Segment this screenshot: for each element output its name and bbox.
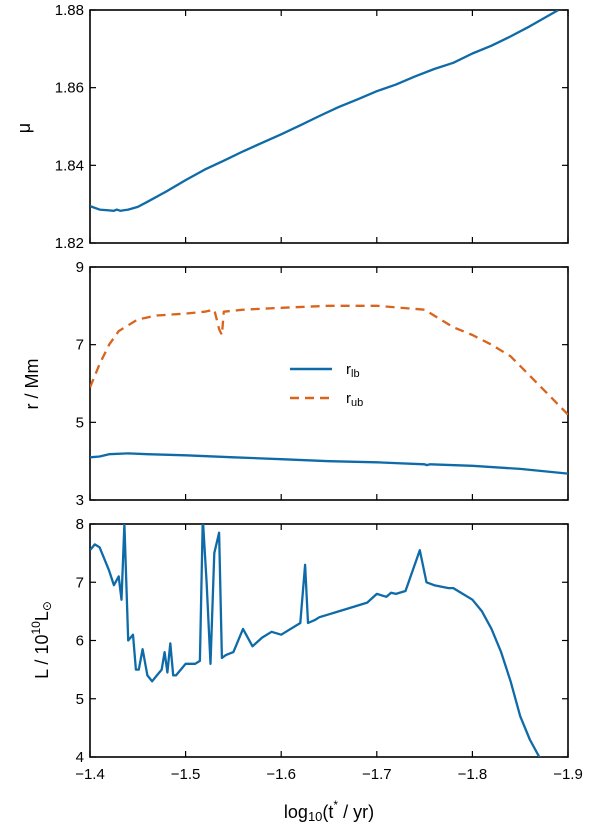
mu-y-tick-label: 1.86 [55,80,84,97]
luminosity-x-tick-label: −1.5 [171,766,201,783]
luminosity-series-line-0 [90,524,541,757]
luminosity-y-tick-label: 6 [76,633,84,650]
radius-y-tick-label: 9 [76,259,84,276]
mu-y-tick-label: 1.84 [55,157,84,174]
mu-x-ticks [89,10,569,243]
luminosity-x-tick-label: −1.4 [75,766,105,783]
radius-y-tick-label: 5 [76,414,84,431]
mu-panel: 1.82 1.84 1.86 1.88 μ [14,2,569,252]
radius-panel-frame [89,266,569,501]
luminosity-y-tick-label: 8 [76,516,84,533]
radius-series-line-lb [90,452,568,475]
radius-y-tick-label: 3 [76,492,84,509]
legend-rlb-subscript: lb [351,368,360,380]
legend-rub-subscript: ub [351,397,363,409]
mu-y-tick-label: 1.82 [55,235,84,252]
luminosity-y-tick-label: 4 [76,749,84,766]
radius-x-ticks [89,267,569,500]
legend-rlb-name: r [346,361,351,378]
mu-y-axis-label: μ [14,123,34,133]
radius-y-ticks: 3 5 7 9 [76,259,568,509]
luminosity-ylabel-unit: L [32,611,52,621]
xlabel-tail: (t [322,802,333,822]
xlabel-sub: 10 [308,809,322,824]
legend-rub-name: r [346,390,351,407]
xlabel-end: / yr) [338,802,374,822]
luminosity-x-tick-label: −1.8 [458,766,488,783]
luminosity-y-tick-label: 7 [76,574,84,591]
luminosity-x-tick-label: −1.9 [553,766,583,783]
mu-y-tick-label: 1.88 [55,2,84,19]
luminosity-x-tick-label: −1.6 [266,766,296,783]
luminosity-series [90,524,541,757]
legend-rub-label: rub [346,390,363,409]
legend-rlb-label: rlb [346,361,360,380]
radius-y-tick-label: 7 [76,337,84,354]
mu-panel-frame [89,9,569,244]
luminosity-ylabel-sup: 10 [29,621,43,635]
x-axis-label: log10(t* / yr) [284,798,374,824]
luminosity-y-tick-label: 5 [76,691,84,708]
luminosity-y-axis-label: L / 1010L⊙ [29,601,54,679]
mu-y-ticks: 1.82 1.84 1.86 1.88 [55,2,568,252]
xlabel-sup: * [333,798,338,812]
radius-y-axis-label: r / Mm [22,359,42,410]
luminosity-y-ticks: 4 5 6 7 8 [76,516,568,766]
mu-series-line-0 [90,10,559,212]
luminosity-ylabel-main: L / 10 [32,635,52,679]
luminosity-ylabel-sun: ⊙ [40,601,54,611]
luminosity-x-ticks: −1.4 −1.5 −1.6 −1.7 −1.8 −1.9 [75,524,583,783]
mu-series [90,10,559,212]
luminosity-x-tick-label: −1.7 [362,766,392,783]
radius-series-line-ub [90,304,568,416]
radius-legend: rlb rub [290,361,363,409]
radius-series [90,304,568,475]
xlabel-log: log [284,802,308,822]
